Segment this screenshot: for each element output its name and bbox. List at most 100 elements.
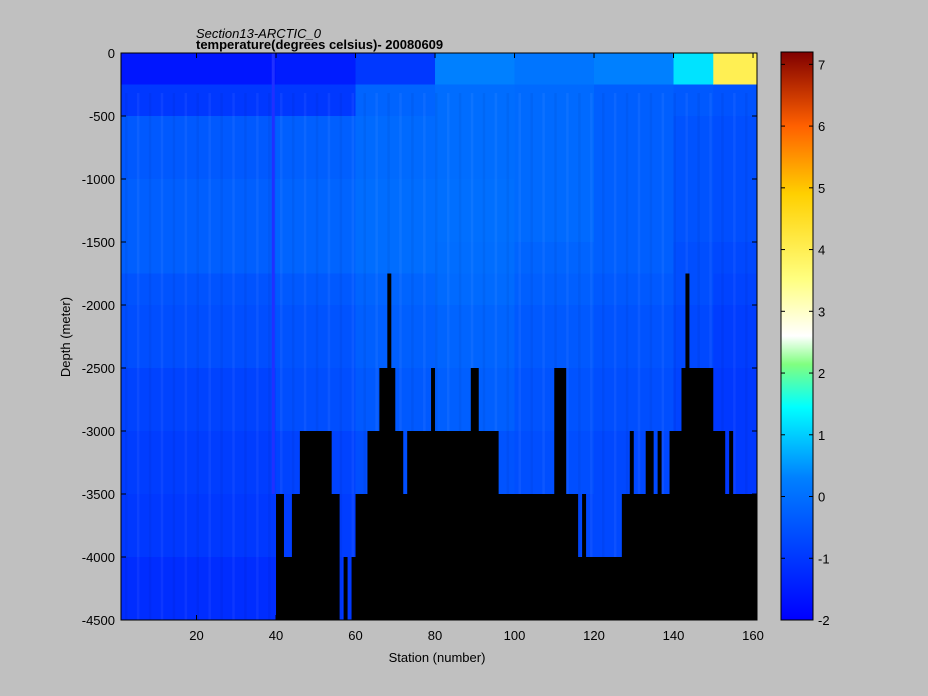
heatmap-cell: [594, 116, 675, 180]
heatmap-cell: [435, 84, 516, 117]
plot-frame: [120, 52, 758, 621]
heatmap-cell: [713, 179, 757, 243]
heatmap-cell: [673, 305, 714, 369]
heatmap-stripe: [661, 93, 665, 620]
heatmap-cell: [514, 273, 595, 306]
heatmap-stripe: [124, 93, 128, 620]
heatmap-stripe: [673, 93, 677, 620]
heatmap-stripe: [327, 93, 331, 620]
heatmap-cell: [276, 305, 357, 369]
x-tick-label: 100: [504, 628, 526, 643]
x-tick-label: 60: [348, 628, 362, 643]
heatmap-stripe: [554, 93, 557, 620]
heatmap-stripe: [613, 93, 617, 620]
heatmap-stripe: [220, 93, 223, 620]
y-tick-label: -2000: [82, 298, 115, 313]
y-tick-label: -3000: [82, 424, 115, 439]
x-tick-label: 20: [189, 628, 203, 643]
heatmap-cell: [355, 242, 436, 274]
colorbar-gradient: [780, 51, 814, 621]
heatmap-cell: [121, 84, 277, 117]
heatmap-cell: [514, 53, 595, 85]
heatmap-cell: [121, 305, 277, 369]
heatmap-stripe: [423, 93, 426, 620]
heatmap-cell: [276, 273, 357, 306]
colorbar-tick-label: 7: [818, 57, 825, 72]
heatmap-cell: [355, 179, 436, 243]
heatmap-cell: [713, 116, 757, 180]
heatmap-cell: [594, 305, 675, 369]
x-tick-label: 160: [742, 628, 764, 643]
heatmap-stripe: [375, 93, 378, 620]
heatmap-stripe: [506, 93, 510, 620]
heatmap-cell: [514, 179, 595, 243]
heatmap-stripe: [745, 93, 748, 620]
heatmap-cell: [673, 116, 714, 180]
heatmap-cell: [594, 368, 675, 432]
heatmap-cell: [594, 242, 675, 274]
heatmap-stripe: [649, 93, 653, 620]
heatmap-cell: [121, 494, 277, 558]
y-tick-label: -2500: [82, 361, 115, 376]
heatmap-stripe: [196, 93, 200, 620]
colorbar-tick-label: 2: [818, 366, 825, 381]
heatmap-stripe: [458, 93, 462, 620]
heatmap-cell: [673, 84, 714, 117]
heatmap-cell: [121, 179, 277, 243]
heatmap-cell: [355, 53, 436, 85]
x-tick-label: 80: [428, 628, 442, 643]
heatmap-cell: [355, 116, 436, 180]
heatmap-stripe: [446, 93, 450, 620]
heatmap-stripe: [172, 93, 176, 620]
heatmap-stripe: [530, 93, 533, 620]
heatmap-cell: [713, 53, 757, 85]
heatmap-cell: [121, 557, 277, 620]
heatmap-cell: [435, 242, 516, 274]
heatmap-cell: [435, 116, 516, 180]
heatmap-stripe: [494, 93, 498, 620]
heatmap-stripe: [542, 93, 545, 620]
y-tick-label: -4000: [82, 550, 115, 565]
heatmap-stripe: [518, 93, 521, 620]
heatmap-stripe: [280, 93, 283, 620]
heatmap-cell: [594, 84, 675, 117]
heatmap-stripe: [721, 93, 724, 620]
heatmap-stripe: [697, 93, 700, 620]
heatmap-stripe: [148, 93, 152, 620]
heatmap-cell: [673, 242, 714, 274]
heatmap-stripe: [411, 93, 414, 620]
heatmap-stripe: [136, 93, 140, 620]
heatmap-cell: [355, 368, 436, 432]
heatmap-cell: [713, 273, 757, 306]
heatmap-cell: [713, 305, 757, 369]
heatmap-stripe: [303, 93, 307, 620]
chart-subtitle: temperature(degrees celsius)- 20080609: [196, 37, 443, 52]
heatmap-stripe: [160, 93, 164, 620]
heatmap-stripe: [244, 93, 247, 620]
heatmap-cell: [121, 53, 277, 85]
heatmap-stripe: [578, 93, 581, 620]
y-axis-ticks: 0 -500 -1000 -1500 -2000 -2500 -3000 -3500 -4000…: [82, 46, 757, 628]
colorbar-tick-label: -2: [818, 613, 830, 628]
heatmap-cell: [514, 242, 595, 274]
heatmap-cell: [514, 305, 595, 369]
heatmap-stripe: [256, 93, 259, 620]
colorbar-tick-label: 1: [818, 428, 825, 443]
y-tick-label: -1500: [82, 235, 115, 250]
colorbar-tick-label: 3: [818, 304, 825, 319]
heatmap-stripe: [482, 93, 486, 620]
heatmap-stripe: [315, 93, 319, 620]
heatmap-variation: [124, 93, 748, 620]
colorbar-tick-label: 0: [818, 490, 825, 505]
heatmap-cell: [276, 116, 357, 180]
heatmap-cell: [276, 84, 357, 117]
heatmap-stripe: [268, 93, 271, 620]
heatmap-cell: [276, 242, 357, 274]
y-tick-label: -4500: [82, 613, 115, 628]
heatmap-cell: [713, 84, 757, 117]
heatmap-cell: [514, 84, 595, 117]
heatmap-cell: [713, 368, 757, 432]
heatmap-stripe: [363, 93, 366, 620]
heatmap-stripe: [232, 93, 235, 620]
